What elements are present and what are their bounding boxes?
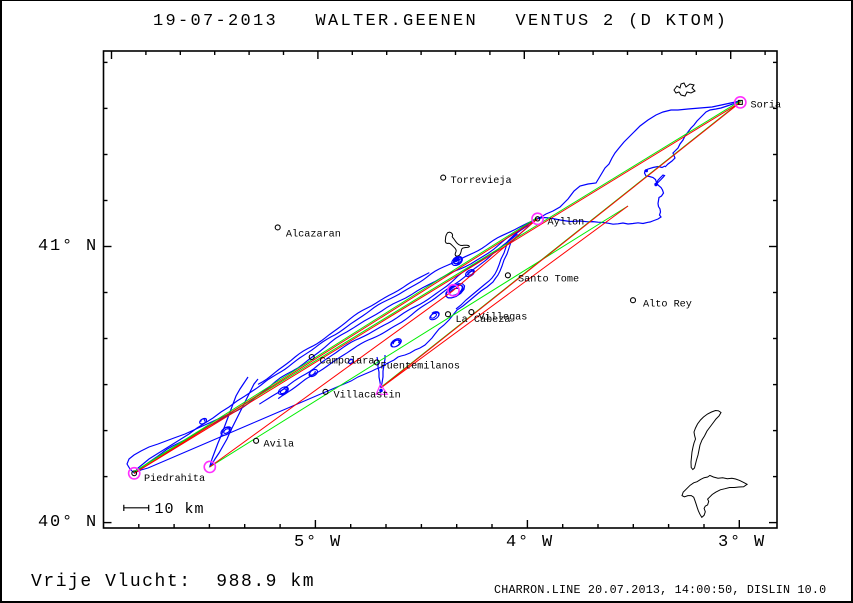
svg-text:Torrevieja: Torrevieja: [451, 175, 512, 187]
svg-text:10 km: 10 km: [155, 501, 205, 518]
svg-text:Piedrahita: Piedrahita: [144, 473, 205, 485]
svg-text:Campolara: Campolara: [320, 356, 375, 368]
svg-text:Avila: Avila: [264, 439, 295, 451]
svg-text:Villegas: Villegas: [479, 312, 528, 324]
svg-text:Santo Tome: Santo Tome: [518, 275, 579, 286]
svg-text:Soria: Soria: [751, 100, 782, 112]
svg-text:Alcazaran: Alcazaran: [286, 228, 341, 240]
svg-text:Alto Rey: Alto Rey: [643, 299, 692, 311]
svg-text:Fuentemilanos: Fuentemilanos: [381, 361, 460, 373]
svg-text:Ayllon: Ayllon: [548, 217, 585, 229]
svg-text:La Cabeza: La Cabeza: [456, 314, 511, 326]
svg-text:Villacastin: Villacastin: [334, 390, 401, 402]
